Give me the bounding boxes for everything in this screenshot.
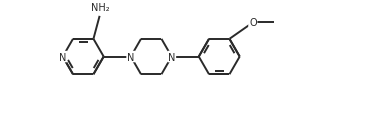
Text: N: N bbox=[168, 52, 175, 62]
Text: O: O bbox=[249, 18, 257, 28]
Text: N: N bbox=[59, 52, 67, 62]
Text: N: N bbox=[127, 52, 134, 62]
Text: NH₂: NH₂ bbox=[91, 3, 110, 13]
